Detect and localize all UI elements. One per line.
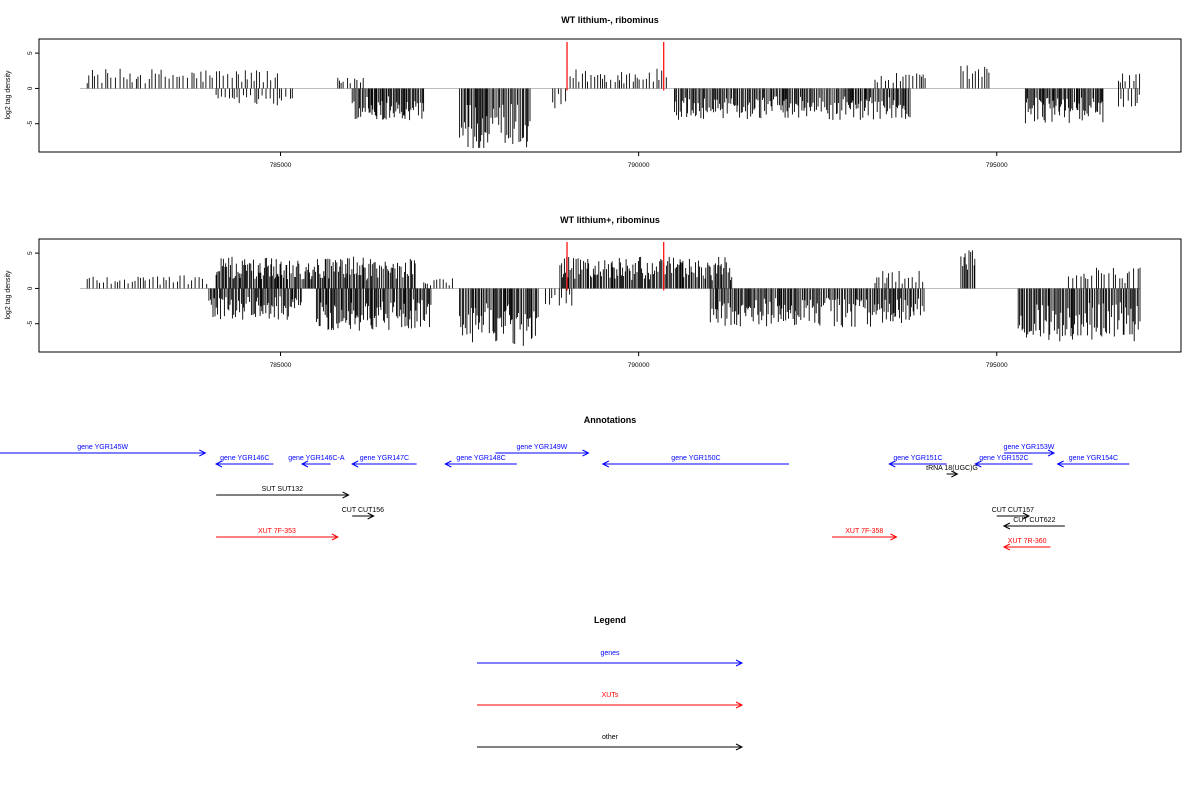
annotation-label: CUT CUT622 bbox=[1013, 517, 1055, 524]
legend-label: XUTs bbox=[602, 692, 619, 699]
y-tick-label: 0 bbox=[27, 86, 34, 90]
track-panel-lithium-minus: WT lithium-, ribominus log2 tag density … bbox=[5, 15, 1182, 169]
annotation-label: gene YGR146C-A bbox=[288, 455, 345, 462]
track-title: WT lithium-, ribominus bbox=[561, 15, 659, 25]
annotation-arrow bbox=[216, 491, 350, 499]
annotation-arrow bbox=[214, 460, 274, 468]
y-axis-label: log2 tag density bbox=[5, 270, 12, 320]
density-bars bbox=[80, 242, 1141, 346]
annotation-arrow bbox=[996, 512, 1031, 520]
plot-frame bbox=[38, 38, 1182, 153]
annotation-label: XUT 7F-353 bbox=[258, 528, 296, 535]
legend-entries: genes XUTs other bbox=[477, 650, 744, 751]
legend-label: genes bbox=[600, 650, 620, 657]
annotation-label: CUT CUT156 bbox=[342, 507, 384, 514]
annotation-label: SUT SUT132 bbox=[262, 486, 304, 493]
annotation-features: gene YGR145W gene YGR146C gene YGR146C-A ge… bbox=[0, 444, 1130, 551]
y-tick-label: 5 bbox=[27, 51, 34, 55]
annotation-label: tRNA 18(UGC)G bbox=[926, 465, 978, 472]
annotation-label: gene YGR152C bbox=[979, 455, 1028, 462]
axes: 785000 790000 795000 5 0 -5 bbox=[27, 251, 1008, 369]
annotation-label: gene YGR154C bbox=[1069, 455, 1118, 462]
legend-arrow bbox=[477, 743, 744, 751]
annotation-arrow bbox=[0, 449, 207, 457]
x-tick-label: 795000 bbox=[986, 162, 1008, 169]
x-tick-label: 785000 bbox=[270, 362, 292, 369]
track-panel-lithium-plus: WT lithium+, ribominus log2 tag density … bbox=[5, 215, 1182, 369]
y-tick-label: -5 bbox=[27, 320, 34, 326]
annotation-label: gene YGR146C bbox=[220, 455, 269, 462]
y-tick-label: 5 bbox=[27, 251, 34, 255]
annotation-arrow bbox=[300, 460, 331, 468]
y-tick-label: -5 bbox=[27, 120, 34, 126]
x-tick-label: 790000 bbox=[628, 362, 650, 369]
legend-arrow bbox=[477, 659, 744, 667]
annotation-label: gene YGR148C bbox=[456, 455, 505, 462]
y-axis-label: log2 tag density bbox=[5, 70, 12, 120]
y-tick-label: 0 bbox=[27, 286, 34, 290]
legend-title: Legend bbox=[594, 615, 626, 625]
annotation-arrow bbox=[352, 512, 375, 520]
x-tick-label: 785000 bbox=[270, 162, 292, 169]
annotation-arrow bbox=[444, 460, 517, 468]
annotation-label: gene YGR150C bbox=[671, 455, 720, 462]
annotation-label: gene YGR151C bbox=[893, 455, 942, 462]
plot-frame bbox=[38, 238, 1182, 353]
annotation-arrow bbox=[1003, 449, 1056, 457]
axes: 785000 790000 795000 5 0 -5 bbox=[27, 51, 1008, 169]
annotation-label: XUT 7F-358 bbox=[845, 528, 883, 535]
legend-panel: Legend genes XUTs other bbox=[477, 615, 744, 751]
annotation-arrow bbox=[216, 533, 339, 541]
annotation-arrow bbox=[495, 449, 590, 457]
annotation-label: gene YGR153W bbox=[1004, 444, 1055, 451]
annotation-arrow bbox=[601, 460, 790, 468]
annotation-label: XUT 7R-360 bbox=[1008, 538, 1047, 545]
annotation-label: gene YGR145W bbox=[77, 444, 128, 451]
annotation-arrow bbox=[974, 460, 1033, 468]
density-bars bbox=[80, 42, 1141, 149]
annotation-arrow bbox=[351, 460, 417, 468]
annotation-label: gene YGR149W bbox=[517, 444, 568, 451]
x-tick-label: 790000 bbox=[628, 162, 650, 169]
annotation-arrow bbox=[832, 533, 898, 541]
annotation-arrow bbox=[946, 470, 959, 478]
annotation-label: CUT CUT157 bbox=[992, 507, 1034, 514]
annotation-arrow bbox=[888, 460, 947, 468]
legend-label: other bbox=[602, 734, 619, 741]
annotation-arrow bbox=[1002, 522, 1065, 530]
legend-arrow bbox=[477, 701, 744, 709]
annotations-title: Annotations bbox=[584, 415, 637, 425]
x-tick-label: 795000 bbox=[986, 362, 1008, 369]
track-title: WT lithium+, ribominus bbox=[560, 215, 660, 225]
annotation-arrow bbox=[1002, 543, 1051, 551]
annotation-label: gene YGR147C bbox=[360, 455, 409, 462]
annotation-arrow bbox=[1056, 460, 1130, 468]
